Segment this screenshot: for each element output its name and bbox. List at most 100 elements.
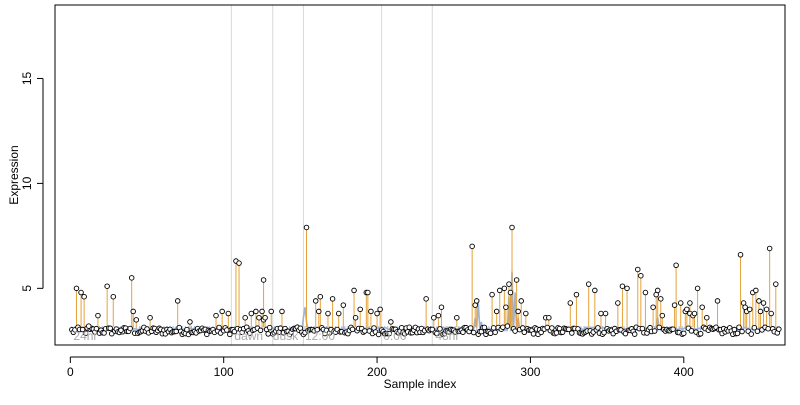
baseline-data-point (349, 326, 356, 333)
time-annotation-label: dusk (273, 329, 299, 343)
baseline-data-point (406, 324, 413, 331)
baseline-data-point (265, 331, 271, 337)
high-expression-point (699, 304, 705, 310)
high-expression-point (489, 291, 495, 298)
high-expression-point (773, 281, 779, 287)
high-expression-point (219, 308, 225, 315)
high-expression-point (130, 308, 136, 315)
baseline-data-point (314, 326, 320, 333)
high-expression-point (658, 296, 664, 302)
high-expression-point (253, 308, 259, 315)
high-expression-point (256, 314, 262, 321)
baseline-data-point (751, 324, 758, 331)
high-expression-point (423, 296, 429, 302)
high-expression-point (242, 314, 248, 321)
baseline-data-point (697, 331, 704, 337)
high-expression-point (766, 245, 773, 252)
high-expression-point (760, 300, 767, 306)
baseline-data-point (224, 327, 230, 333)
baseline-data-point (622, 330, 629, 337)
baseline-data-point (549, 325, 555, 331)
time-annotation-label: 24hr (73, 329, 97, 343)
high-expression-point (357, 306, 363, 313)
high-expression-point (592, 287, 598, 294)
high-expression-point (518, 298, 524, 304)
time-annotation-label: 48hr (435, 329, 459, 343)
baseline-data-point (460, 329, 466, 335)
high-expression-point (677, 300, 684, 306)
baseline-data-point (434, 330, 440, 337)
high-expression-point (704, 314, 710, 321)
baseline-data-point (765, 325, 771, 332)
baseline-data-point (375, 331, 382, 338)
time-annotation-label: 0:00 (383, 329, 407, 343)
high-expression-point (260, 277, 267, 283)
high-expression-point (174, 298, 181, 304)
high-expression-point (325, 310, 331, 317)
axes-layer: 0 100 200 300 400 5 10 15 (20, 71, 694, 379)
high-expression-point (259, 308, 265, 315)
high-expression-point (435, 312, 442, 319)
baseline-data-point (631, 331, 638, 337)
x-tick-label: 100 (214, 365, 234, 379)
high-expression-point (303, 224, 310, 231)
high-expression-point (473, 298, 480, 304)
baseline-data-point (467, 325, 474, 331)
high-expression-point (642, 289, 649, 296)
y-tick-label: 5 (20, 285, 34, 292)
high-expression-point (602, 310, 609, 317)
high-expression-point (268, 308, 274, 315)
high-expression-point (374, 310, 380, 317)
baseline-data-point (734, 330, 741, 337)
high-expression-point (335, 310, 342, 317)
baseline-data-point (530, 331, 537, 337)
high-expression-point (118, 327, 124, 334)
high-expression-point (671, 302, 678, 308)
high-expression-point (523, 310, 529, 317)
baseline-data-point (216, 324, 222, 331)
high-expression-point (316, 308, 322, 315)
high-expression-point (454, 314, 460, 321)
high-expression-point (659, 312, 666, 319)
high-expression-point (753, 287, 759, 294)
high-expression-point (503, 304, 509, 310)
high-expression-point (147, 314, 153, 321)
baseline-data-point (651, 328, 658, 334)
high-expression-point (225, 310, 232, 317)
high-expression-point (110, 293, 117, 300)
baseline-data-point (490, 325, 497, 331)
high-expression-point (262, 314, 268, 321)
baseline-data-point (487, 330, 494, 336)
high-expression-point (756, 298, 762, 304)
y-tick-label: 15 (20, 71, 34, 85)
high-expression-point (104, 283, 110, 289)
high-expression-point (438, 304, 445, 310)
time-annotation-label: dawn (234, 329, 263, 343)
baseline-data-point (82, 330, 89, 336)
high-expression-point (694, 285, 701, 292)
high-expression-point (687, 300, 693, 306)
baseline-data-point (492, 329, 498, 336)
stem-layer (75, 227, 777, 331)
high-expression-point (501, 285, 508, 292)
high-expression-point (746, 306, 753, 313)
x-tick-label: 300 (520, 365, 540, 379)
baseline-data-point (437, 326, 443, 332)
high-expression-point (507, 289, 514, 296)
point-layer (69, 224, 782, 338)
high-expression-point (585, 281, 592, 287)
high-expression-point (248, 310, 255, 317)
high-expression-point (650, 304, 656, 310)
high-expression-point (615, 300, 621, 306)
high-expression-point (365, 289, 371, 296)
high-expression-point (684, 306, 690, 313)
baseline-data-point (569, 330, 575, 336)
high-expression-point (431, 314, 437, 321)
high-expression-point (95, 312, 101, 319)
high-expression-point (624, 285, 630, 292)
high-expression-point (352, 314, 359, 321)
baseline-data-point (386, 330, 393, 337)
y-tick-label: 10 (20, 176, 34, 190)
baseline-data-point (470, 329, 477, 336)
